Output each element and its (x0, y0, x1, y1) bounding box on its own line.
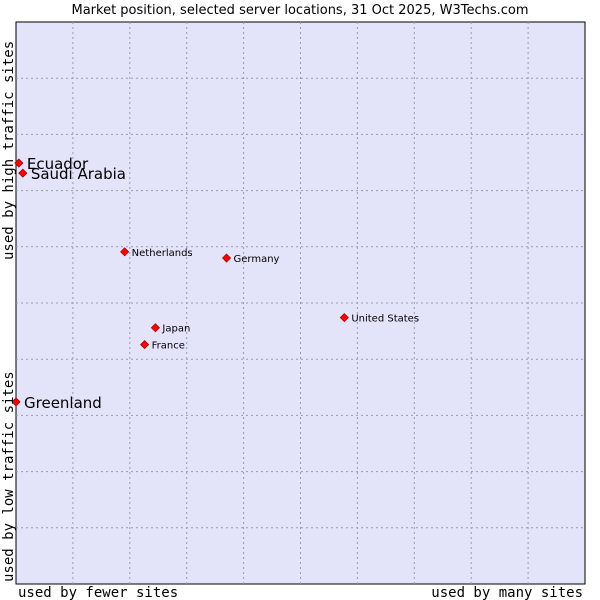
marker-netherlands (120, 247, 130, 257)
label-greenland: Greenland (24, 394, 102, 412)
x-axis-label-right: used by many sites (431, 585, 583, 600)
marker-ecuador (14, 158, 24, 168)
marker-saudi-arabia (18, 168, 28, 178)
marker-greenland (11, 397, 21, 407)
label-ecuador: Ecuador (27, 155, 89, 173)
y-axis-label-top: used by high traffic sites (1, 41, 17, 260)
x-axis-label-left: used by fewer sites (18, 585, 178, 600)
label-france: France (152, 341, 185, 352)
point-netherlands: Netherlands (120, 247, 193, 259)
point-germany: Germany (221, 253, 280, 265)
point-france: France (140, 340, 185, 352)
grid-lines (16, 22, 585, 584)
label-netherlands: Netherlands (132, 248, 193, 259)
point-united-states: United States (339, 313, 419, 325)
chart-title: Market position, selected server locatio… (71, 3, 528, 18)
label-united-states: United States (351, 314, 419, 325)
point-saudi-arabia: Saudi Arabia (18, 165, 126, 183)
y-axis-label-bottom: used by low traffic sites (1, 371, 17, 582)
point-ecuador: Ecuador (14, 155, 89, 173)
point-greenland: Greenland (11, 394, 102, 412)
marker-japan (150, 323, 160, 333)
label-saudi-arabia: Saudi Arabia (31, 165, 126, 183)
marker-united-states (339, 313, 349, 323)
point-japan: Japan (150, 323, 190, 335)
marker-germany (221, 253, 232, 263)
marker-france (140, 340, 150, 350)
label-japan: Japan (161, 324, 190, 335)
label-germany: Germany (234, 254, 280, 265)
